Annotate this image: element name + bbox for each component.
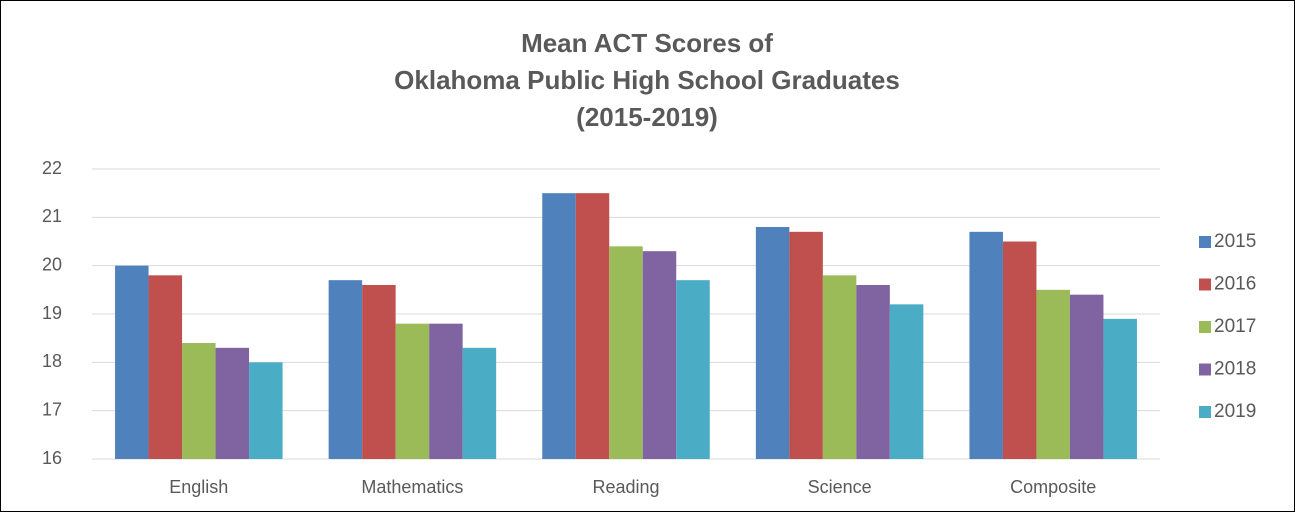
chart-title: Mean ACT Scores of [521,28,773,58]
legend-swatch [1199,236,1211,248]
x-tick-label: English [169,477,228,497]
bar [969,231,1003,459]
legend-label: 2019 [1214,401,1256,422]
bar [462,347,497,459]
x-tick-label: Reading [592,477,659,497]
y-tick-label: 19 [42,303,62,323]
bar [542,193,576,459]
bar [215,347,250,459]
legend-label: 2016 [1214,274,1256,295]
legend-label: 2015 [1214,231,1256,252]
bar [115,265,149,459]
x-tick-label: Science [808,477,872,497]
bar [642,251,677,459]
bar [1103,318,1137,459]
bar [182,343,216,459]
bar [1069,294,1104,459]
y-tick-label: 16 [42,448,62,468]
y-tick-label: 18 [42,351,62,371]
bar [1036,289,1070,459]
bar [676,280,710,459]
legend-swatch [1199,406,1211,418]
chart-title: (2015-2019) [576,102,718,132]
y-tick-label: 22 [42,158,62,178]
bar [362,285,396,459]
x-tick-label: Mathematics [361,477,463,497]
bar [148,275,183,459]
chart-title: Oklahoma Public High School Graduates [394,65,900,95]
legend-swatch [1199,321,1211,333]
y-tick-label: 20 [42,254,62,274]
x-tick-label: Composite [1010,477,1096,497]
legend-label: 2018 [1214,359,1256,380]
bar [755,227,790,459]
bar [856,285,890,459]
bar [395,323,430,459]
bar [575,193,610,459]
y-tick-label: 21 [42,206,62,226]
y-tick-label: 17 [42,399,62,419]
legend-swatch [1199,363,1211,376]
bar [249,362,283,459]
bar [429,323,463,459]
legend-label: 2017 [1214,316,1256,337]
bar [609,246,643,459]
bar [789,231,823,459]
bar [328,280,363,459]
legend-swatch [1199,278,1211,291]
bar [889,304,924,459]
bar [1002,241,1037,459]
bar [822,275,857,459]
